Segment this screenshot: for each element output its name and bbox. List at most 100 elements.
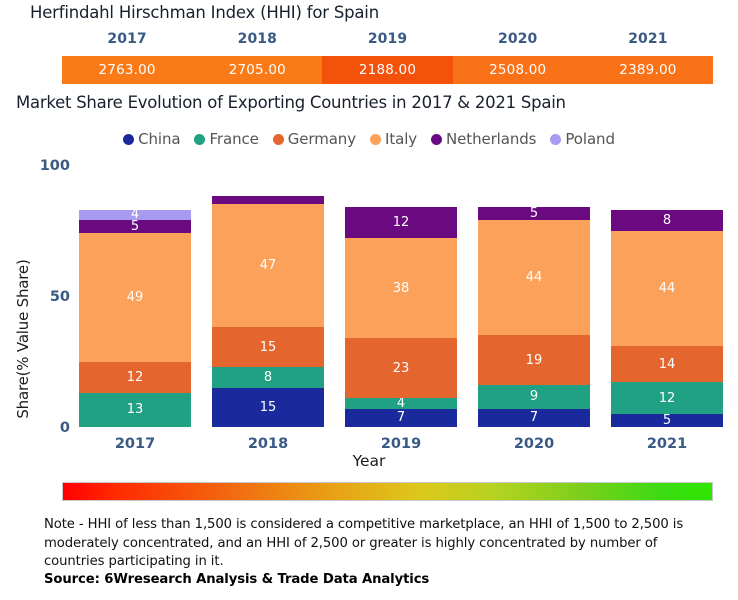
legend-label: Italy — [385, 130, 418, 148]
bar-segment-italy[interactable]: 44 — [611, 230, 723, 346]
hhi-year-label: 2019 — [367, 31, 408, 47]
bar-segment-value: 19 — [525, 352, 543, 368]
stacked-bar-2019[interactable]: 7 4 23 38 12 — [345, 206, 457, 427]
hhi-year-label: 2018 — [237, 31, 277, 47]
bar-segment-germany[interactable]: 12 — [79, 361, 191, 393]
hhi-value-bar: 2763.00 2705.00 2188.00 2508.00 2389.00 — [62, 56, 713, 84]
bar-segment-value: 12 — [126, 369, 144, 385]
bar-segment-italy[interactable]: 47 — [212, 204, 324, 328]
legend-item-italy[interactable]: Italy — [370, 130, 417, 148]
bar-segment-netherlands[interactable]: 5 — [478, 206, 590, 221]
bar-segment-china[interactable]: 15 — [212, 387, 324, 427]
bar-segment-france[interactable]: 12 — [611, 382, 723, 414]
chart-legend: China France Germany Italy Netherlands Poland — [0, 130, 738, 148]
bar-segment-value: 7 — [396, 410, 406, 426]
bar-segment-netherlands[interactable]: 5 — [79, 220, 191, 234]
footer-note: Note - HHI of less than 1,500 is conside… — [44, 517, 684, 570]
legend-swatch-icon — [123, 133, 135, 145]
bar-segment-value: 38 — [392, 280, 410, 296]
bar-segment-value: 44 — [658, 280, 676, 296]
legend-label: China — [138, 130, 181, 148]
hhi-gradient-legend — [62, 482, 713, 501]
bar-segment-italy[interactable]: 44 — [478, 220, 590, 336]
bar-segment-france[interactable]: 9 — [478, 385, 590, 409]
hhi-value-cell: 2705.00 — [192, 56, 323, 84]
stacked-bar-2021[interactable]: 5 12 14 44 8 — [611, 209, 723, 427]
stacked-bar-2017[interactable]: 13 12 49 5 4 — [79, 209, 191, 427]
bar-segment-value: 44 — [525, 270, 543, 286]
bar-segment-italy[interactable]: 38 — [345, 238, 457, 338]
legend-label: France — [209, 130, 259, 148]
chart-title: Market Share Evolution of Exporting Coun… — [16, 93, 566, 112]
legend-swatch-icon — [431, 133, 443, 145]
stacked-bar-2018[interactable]: 15 8 15 47 — [212, 196, 324, 427]
bar-segment-china[interactable]: 7 — [478, 408, 590, 427]
legend-swatch-icon — [370, 133, 381, 145]
hhi-year-header-row: 2017 2018 2019 2020 2021 — [62, 31, 713, 51]
legend-swatch-icon — [272, 133, 284, 145]
bar-segment-germany[interactable]: 23 — [345, 337, 457, 399]
bar-segment-netherlands[interactable]: 12 — [345, 206, 457, 239]
legend-item-china[interactable]: China — [123, 130, 181, 148]
hhi-value-cell: 2763.00 — [62, 56, 193, 84]
bar-segment-germany[interactable]: 14 — [611, 345, 723, 383]
bar-segment-france[interactable]: 4 — [345, 398, 457, 409]
bar-segment-value: 49 — [126, 289, 144, 305]
bar-segment-value: 5 — [529, 206, 539, 221]
legend-item-france[interactable]: France — [194, 130, 259, 148]
bar-segment-netherlands[interactable]: 8 — [611, 209, 723, 231]
bar-segment-value: 14 — [658, 356, 676, 372]
bar-segment-poland[interactable]: 4 — [79, 209, 191, 221]
bar-segment-germany[interactable]: 15 — [212, 327, 324, 367]
bar-segment-value: 8 — [263, 369, 273, 385]
x-axis-title: Year — [352, 452, 386, 470]
y-axis-title: Share(% Value Share) — [14, 259, 32, 419]
bar-segment-china[interactable]: 5 — [611, 413, 723, 427]
x-axis-tick-2019: 2019 — [380, 436, 422, 452]
bar-segment-italy[interactable]: 49 — [79, 233, 191, 362]
y-axis-tick-0: 0 — [59, 420, 70, 436]
hhi-value-cell: 2188.00 — [322, 56, 453, 84]
hhi-year-label: 2020 — [498, 31, 538, 47]
bar-segment-value: 23 — [392, 360, 410, 376]
bar-segment-netherlands[interactable] — [212, 196, 324, 205]
stacked-bar-2020[interactable]: 7 9 19 44 5 — [478, 206, 590, 427]
hhi-year-label: 2017 — [107, 31, 147, 47]
bar-segment-value: 9 — [529, 389, 539, 405]
footer-source: Source: 6Wresearch Analysis & Trade Data… — [44, 572, 430, 587]
legend-label: Germany — [287, 130, 356, 148]
legend-label: Poland — [565, 130, 615, 148]
bar-group-container: 13 12 49 5 4 2017 15 8 15 47 2018 7 4 23 38 12 2019 7 9 19 4… — [79, 155, 724, 455]
hhi-year-label: 2021 — [628, 31, 668, 47]
x-axis-tick-2020: 2020 — [513, 436, 555, 452]
bar-segment-germany[interactable]: 19 — [478, 335, 590, 386]
bar-segment-france[interactable]: 8 — [212, 366, 324, 388]
bar-segment-value: 4 — [130, 209, 140, 221]
stacked-bar-chart: Share(% Value Share) 100 50 0 13 12 49 5 4 20… — [0, 155, 738, 470]
x-axis-tick-2017: 2017 — [114, 436, 156, 452]
bar-segment-value: 15 — [259, 399, 277, 415]
bar-segment-value: 7 — [529, 410, 539, 426]
legend-item-poland[interactable]: Poland — [550, 130, 615, 148]
bar-segment-value: 12 — [392, 215, 410, 231]
legend-item-netherlands[interactable]: Netherlands — [431, 130, 536, 148]
bar-segment-china[interactable]: 7 — [345, 408, 457, 427]
bar-segment-value: 13 — [126, 402, 144, 418]
bar-segment-france[interactable]: 13 — [79, 392, 191, 427]
x-axis-tick-2021: 2021 — [646, 436, 688, 452]
bar-segment-value: 5 — [130, 220, 140, 234]
bar-segment-value: 47 — [259, 258, 277, 274]
hhi-value-cell: 2508.00 — [452, 56, 583, 84]
legend-swatch-icon — [550, 133, 562, 145]
bar-segment-value: 4 — [396, 398, 406, 409]
bar-segment-value: 15 — [259, 339, 277, 355]
bar-segment-value: 5 — [662, 413, 672, 427]
legend-item-germany[interactable]: Germany — [272, 130, 356, 148]
y-axis-tick-100: 100 — [39, 158, 70, 174]
legend-swatch-icon — [194, 133, 206, 145]
bar-segment-value: 12 — [658, 390, 676, 406]
legend-label: Netherlands — [446, 130, 537, 148]
hhi-title: Herfindahl Hirschman Index (HHI) for Spa… — [30, 3, 379, 22]
x-axis-tick-2018: 2018 — [247, 436, 289, 452]
